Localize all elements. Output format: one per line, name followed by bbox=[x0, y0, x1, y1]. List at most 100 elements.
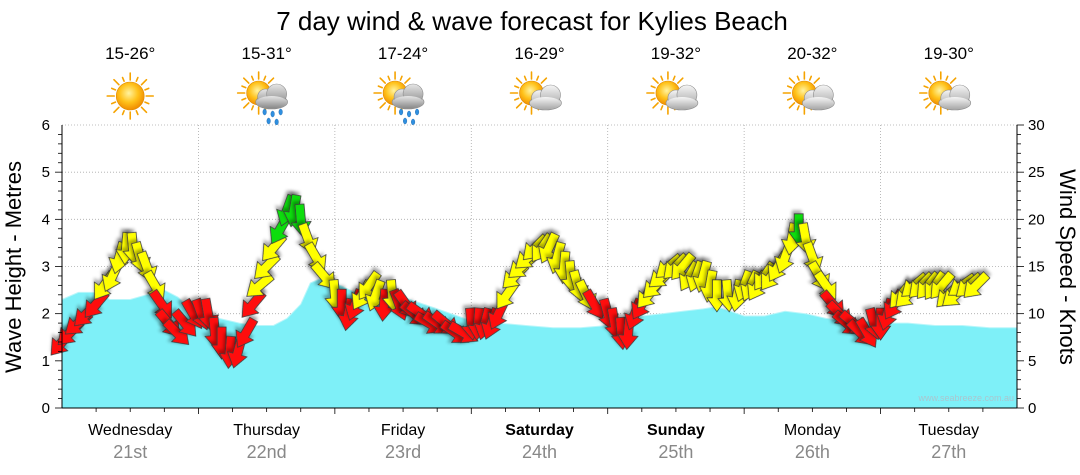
chart-title: 7 day wind & wave forecast for Kylies Be… bbox=[276, 6, 788, 36]
sun-disc bbox=[115, 81, 145, 111]
day-date-label: 27th bbox=[931, 442, 966, 462]
day-date-label: 24th bbox=[522, 442, 557, 462]
sun-ray bbox=[241, 85, 247, 89]
sun-ray bbox=[949, 77, 957, 84]
y-left-tick-label: 0 bbox=[42, 400, 50, 417]
temperature-range: 19-32° bbox=[651, 44, 701, 63]
sun-ray bbox=[121, 76, 125, 83]
y-left-tick-label: 3 bbox=[42, 259, 50, 276]
wind-arrow-shape bbox=[235, 316, 259, 348]
weather-sunny-icon bbox=[106, 72, 155, 120]
cloud-shape bbox=[529, 84, 562, 111]
sun-ray bbox=[135, 76, 139, 83]
sun-ray bbox=[923, 97, 929, 101]
cloud-shape bbox=[665, 84, 699, 111]
sun-ray bbox=[650, 85, 656, 89]
day-labels: Wednesday 21st Thursday 22nd Friday 23rd Satur… bbox=[88, 422, 979, 462]
sun-ray bbox=[267, 77, 275, 84]
day-name-label: Thursday bbox=[233, 422, 300, 439]
sun-ray bbox=[660, 75, 664, 81]
weather-storm-showers-icon bbox=[236, 71, 288, 126]
sun-ray bbox=[121, 109, 125, 116]
cloud-shape bbox=[255, 83, 288, 110]
rain-drop bbox=[266, 117, 271, 125]
y-axis-left-title: Wave Height - Metres bbox=[1, 161, 26, 373]
axes: 0 1 2 3 4 5 6 0 5 10 15 20 25 30 bbox=[42, 117, 1045, 417]
cloud-fill bbox=[939, 97, 970, 109]
sun-ray bbox=[660, 105, 664, 111]
sun-ray bbox=[135, 109, 139, 116]
sun-ray bbox=[144, 87, 150, 91]
sun-ray bbox=[377, 85, 383, 89]
sun-ray bbox=[387, 75, 391, 81]
wind-arrow bbox=[241, 289, 267, 318]
day-date-label: 23rd bbox=[385, 442, 421, 462]
cloud-fill bbox=[393, 96, 424, 108]
sun-ray bbox=[387, 105, 391, 111]
rain-drop bbox=[415, 108, 420, 116]
sun-ray bbox=[514, 85, 520, 89]
sun-ray bbox=[536, 75, 540, 81]
sun-ray bbox=[923, 85, 929, 89]
sun-ray bbox=[925, 102, 932, 109]
sun-ray bbox=[399, 75, 403, 81]
cloud-fill bbox=[666, 97, 697, 109]
sun-ray bbox=[813, 77, 821, 84]
day-date-label: 22nd bbox=[247, 442, 287, 462]
wind-arrow-shape bbox=[813, 269, 837, 300]
weather-partly-cloudy-icon bbox=[646, 71, 699, 115]
sun-ray bbox=[788, 77, 796, 84]
wind-arrows bbox=[50, 193, 991, 370]
cloud-shape bbox=[802, 84, 835, 111]
wind-arrow bbox=[148, 288, 172, 319]
day-date-label: 21st bbox=[113, 442, 147, 462]
sun-ray bbox=[925, 77, 932, 84]
sun-ray bbox=[650, 97, 656, 101]
sun-ray bbox=[250, 75, 255, 81]
sun-ray bbox=[263, 75, 267, 81]
wind-arrow-shape bbox=[241, 289, 267, 318]
sun-ray bbox=[140, 106, 148, 114]
sun-ray bbox=[786, 97, 793, 101]
rain-drop bbox=[403, 117, 408, 125]
day-header: 15-31° bbox=[236, 44, 292, 126]
rain-drop bbox=[411, 118, 416, 126]
sun-ray bbox=[242, 102, 250, 109]
y-right-tick-label: 25 bbox=[1028, 164, 1045, 181]
y-right-tick-label: 5 bbox=[1028, 353, 1036, 370]
rain-drop bbox=[274, 118, 279, 126]
y-left-tick-label: 2 bbox=[42, 306, 50, 323]
day-header: 19-30° bbox=[918, 44, 974, 115]
temperature-range: 20-32° bbox=[787, 44, 837, 63]
weather-partly-cloudy-icon bbox=[918, 71, 972, 115]
day-name-label: Monday bbox=[784, 422, 841, 439]
sun-ray bbox=[786, 85, 793, 89]
wind-arrow bbox=[235, 316, 259, 348]
sun-ray bbox=[514, 97, 520, 101]
day-name-label: Saturday bbox=[505, 422, 574, 439]
rain-drop bbox=[278, 108, 283, 116]
sun-ray bbox=[652, 102, 659, 109]
sun-ray bbox=[241, 97, 247, 101]
rain-drop bbox=[270, 110, 275, 118]
sun-ray bbox=[404, 77, 411, 84]
sun-ray bbox=[250, 105, 255, 111]
wind-arrow-shape bbox=[148, 288, 172, 319]
y-right-tick-label: 20 bbox=[1028, 211, 1045, 228]
wind-arrow bbox=[142, 269, 166, 301]
sun-ray bbox=[515, 77, 523, 84]
day-headers: 15-26° 15-31° 17-24° 16-29° 19-32° 20-32° 19-3… bbox=[105, 44, 974, 126]
rain-drop bbox=[407, 110, 412, 118]
rain-drop bbox=[262, 108, 267, 116]
sun-ray bbox=[672, 75, 676, 81]
day-header: 19-32° bbox=[646, 44, 701, 115]
day-name-label: Friday bbox=[381, 422, 425, 439]
sun-ray bbox=[379, 102, 386, 109]
sun-ray bbox=[796, 105, 800, 111]
sun-ray bbox=[515, 102, 523, 109]
day-date-label: 26th bbox=[795, 442, 830, 462]
sun-ray bbox=[945, 75, 949, 81]
temperature-range: 17-24° bbox=[378, 44, 428, 63]
sun-ray bbox=[110, 87, 117, 91]
cloud-fill bbox=[803, 97, 834, 109]
